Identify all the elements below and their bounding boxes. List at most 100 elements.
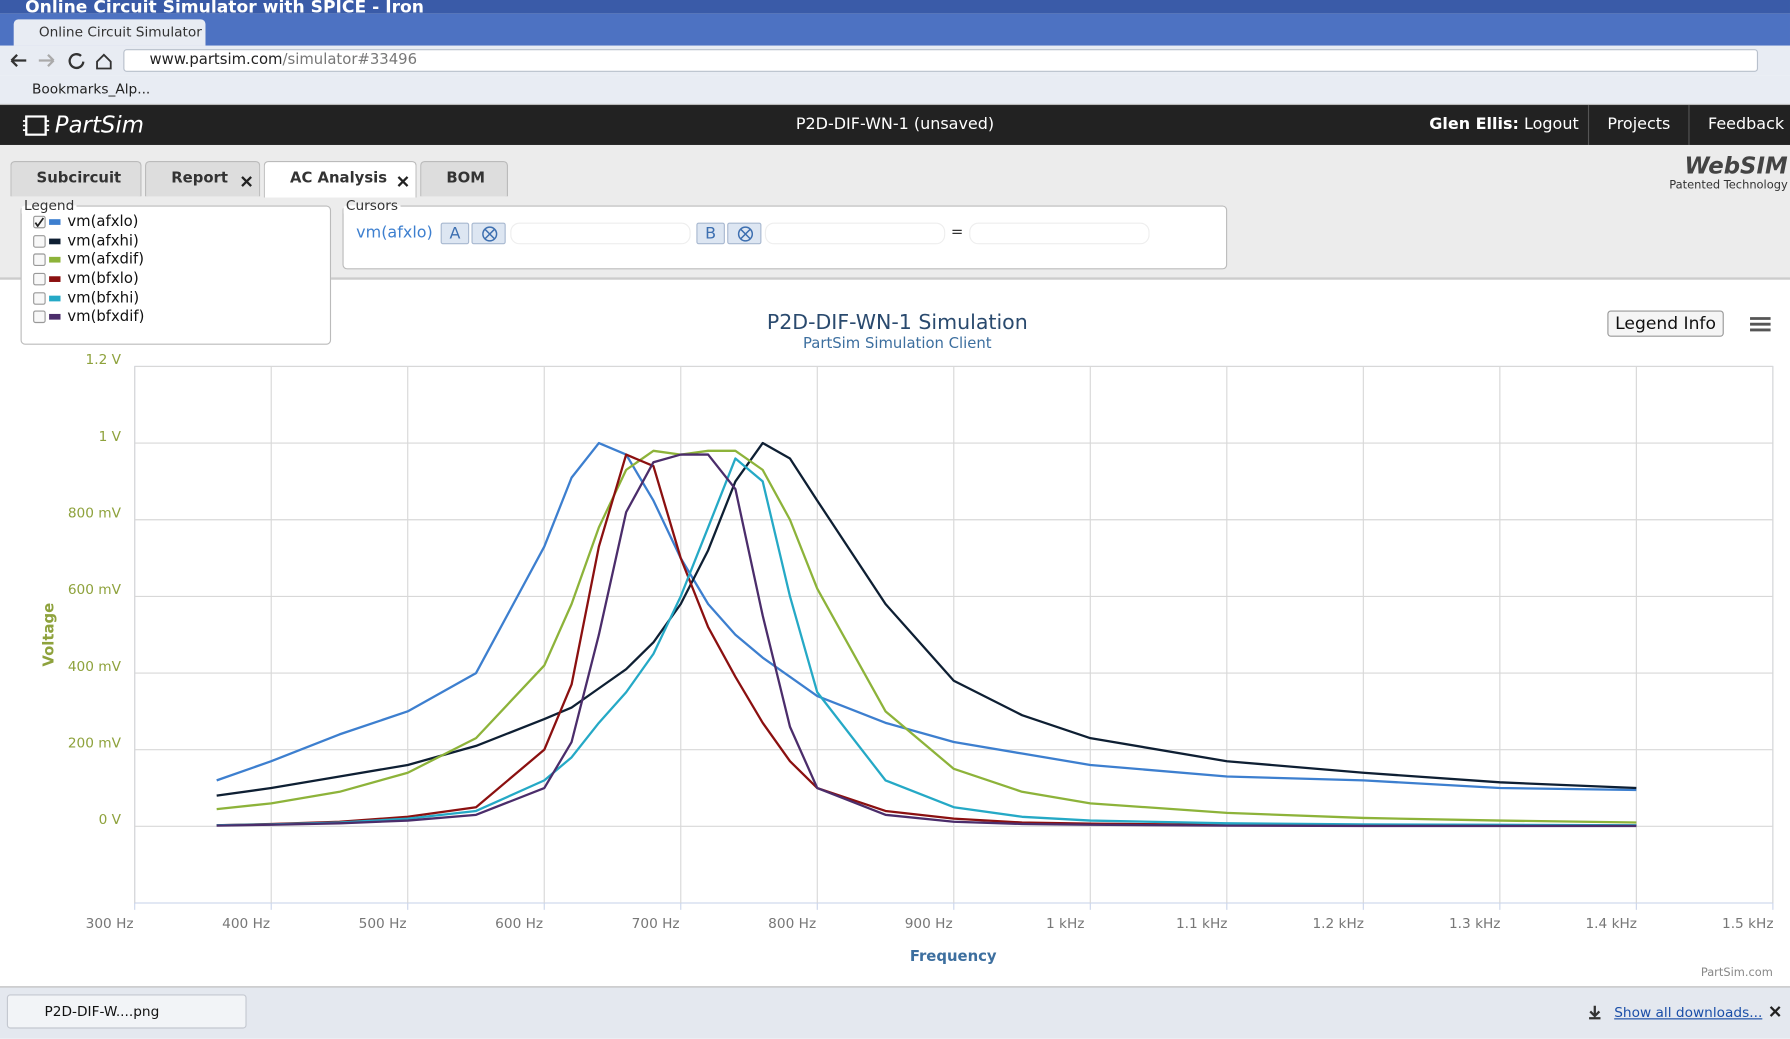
close-download-bar[interactable] <box>1768 1005 1782 1019</box>
y-tick-label: 1.2 V <box>86 352 122 368</box>
address-bar[interactable]: www.partsim.com/simulator#33496 <box>123 49 1759 72</box>
legend-label: vm(afxlo) <box>67 213 139 231</box>
y-tick-label: 0 V <box>99 812 122 828</box>
legend-swatch <box>49 238 61 244</box>
tab-label[interactable]: AC Analysis <box>289 170 388 188</box>
y-tick-label: 800 mV <box>68 505 122 521</box>
legend-info-button[interactable]: Legend Info <box>1607 310 1724 337</box>
legend-swatch <box>49 219 61 225</box>
legend-swatch <box>49 295 61 302</box>
cursor-signal[interactable]: vm(afxlo) <box>356 223 433 243</box>
checkbox[interactable] <box>33 291 46 305</box>
browser-tab[interactable]: Online Circuit Simulator <box>13 19 206 46</box>
nav-icons[interactable] <box>0 46 120 76</box>
legend: Legend vm(afxlo) vm(afxhi) vm(afxdif) vm(bfx… <box>20 197 332 345</box>
tab-label[interactable]: Report <box>171 170 228 188</box>
chart-title: P2D-DIF-WN-1 Simulation <box>767 310 1028 334</box>
series-line <box>216 453 1637 828</box>
close-x <box>397 176 409 187</box>
legend-item[interactable]: vm(bfxlo) <box>22 271 330 290</box>
url-host: www.partsim.com <box>149 51 283 69</box>
x-tick-label: 700 Hz <box>632 916 680 932</box>
series-line <box>216 457 1637 827</box>
equals: = <box>950 223 964 241</box>
checkbox[interactable] <box>33 272 46 286</box>
nav-link[interactable]: Feedback <box>1688 105 1790 145</box>
download-icon <box>1589 1005 1601 1020</box>
tab-label[interactable]: BOM <box>446 170 486 188</box>
legend-label: vm(bfxlo) <box>67 270 139 288</box>
checkbox[interactable] <box>33 234 46 248</box>
tab-strip <box>0 13 1790 46</box>
tab-close[interactable] <box>241 176 252 187</box>
legend-swatch <box>49 276 61 283</box>
app-header: P2D-DIF-WN-1 (unsaved) PartSim Glen Elli… <box>0 105 1790 145</box>
legend-title: Legend <box>23 197 75 214</box>
check-mark <box>34 217 45 228</box>
cursor-diff-field <box>969 222 1150 245</box>
bookmark[interactable]: Bookmarks_Alp... <box>0 75 1790 106</box>
window-title: Online Circuit Simulator with SPICE - Ir… <box>0 0 1790 14</box>
checkbox[interactable] <box>33 311 46 324</box>
legend-item[interactable]: vm(afxhi) <box>22 233 330 252</box>
legend-swatch <box>49 257 61 263</box>
legend-swatch <box>49 314 61 321</box>
series-line <box>216 449 1637 824</box>
logout[interactable]: Logout <box>1523 115 1579 134</box>
logo: PartSim <box>54 110 144 139</box>
legend-item[interactable]: vm(bfxhi) <box>22 290 330 309</box>
x-tick-label: 400 Hz <box>222 916 270 932</box>
check <box>34 217 45 228</box>
plot-area: 300 Hz 400 Hz 500 Hz 600 Hz 700 Hz 800 Hz 900 … <box>68 352 1774 932</box>
checkbox[interactable] <box>33 215 46 229</box>
series-line <box>216 441 1637 792</box>
x-tick-label: 900 Hz <box>905 916 953 932</box>
cursor-b-field[interactable] <box>764 222 946 245</box>
legend-item[interactable]: vm(bfxdif) <box>22 309 330 328</box>
legend-label: vm(afxdif) <box>67 251 145 269</box>
cursors-title: Cursors <box>345 197 399 214</box>
x-tick-label: 1.1 kHz <box>1176 916 1228 932</box>
download-bar: P2D-DIF-W....png Show all downloads... <box>0 986 1790 1039</box>
cursor-a-field[interactable] <box>510 222 691 245</box>
cursor-a[interactable]: A <box>440 222 470 245</box>
tab-label[interactable]: Subcircuit <box>36 170 122 188</box>
legend-label: vm(afxhi) <box>67 232 139 250</box>
brand-note: Patented Technology <box>1669 179 1788 192</box>
clear-a[interactable] <box>471 222 506 245</box>
clear-b[interactable] <box>727 222 762 245</box>
brand-name: WebSIM <box>1684 151 1788 180</box>
menu-icon[interactable] <box>1744 310 1777 338</box>
legend-item[interactable]: vm(afxdif) <box>22 252 330 271</box>
tab[interactable]: AC Analysis <box>263 160 417 198</box>
brand: WebSIM Patented Technology <box>1662 151 1788 192</box>
x-tick-label: 1.2 kHz <box>1312 916 1364 932</box>
x-tick-label: 600 Hz <box>495 916 543 932</box>
logo-icon <box>22 115 50 136</box>
user-name: Glen Ellis: <box>1429 115 1519 134</box>
legend-label: vm(bfxdif) <box>67 308 145 326</box>
chart-subtitle: PartSim Simulation Client <box>803 335 992 352</box>
cursor-b[interactable]: B <box>696 222 725 245</box>
cursors: Cursors vm(afxlo) A B = <box>342 197 1228 270</box>
x-tick-label: 1.4 kHz <box>1585 916 1637 932</box>
tab[interactable]: Subcircuit <box>10 160 142 197</box>
x-tick-label: 1 kHz <box>1046 916 1084 932</box>
tab[interactable]: BOM <box>420 160 509 197</box>
legend-item[interactable]: vm(afxlo) <box>22 213 330 232</box>
user: Glen Ellis: Logout <box>1429 105 1578 145</box>
tab-close[interactable] <box>397 176 409 187</box>
legend-label: vm(bfxhi) <box>67 289 140 307</box>
x-tick-label: 300 Hz <box>86 916 134 932</box>
chart-background <box>2 279 1790 986</box>
checkbox[interactable] <box>33 253 46 267</box>
tab[interactable]: Report <box>144 160 261 197</box>
url-path: /simulator#33496 <box>282 51 418 69</box>
series-line <box>216 441 1637 797</box>
download-item[interactable]: P2D-DIF-W....png <box>6 994 247 1029</box>
nav-link[interactable]: Projects <box>1587 105 1689 145</box>
x-tick-label: 800 Hz <box>768 916 816 932</box>
show-all-downloads[interactable]: Show all downloads... <box>1614 1004 1763 1021</box>
y-tick-label: 1 V <box>99 429 122 445</box>
